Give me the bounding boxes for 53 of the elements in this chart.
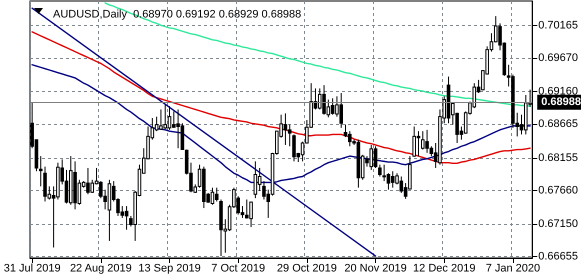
- candlestick: [284, 112, 288, 146]
- candlestick: [244, 199, 249, 220]
- y-tick-label: 0.69670: [538, 52, 578, 64]
- candlestick: [288, 124, 292, 147]
- candlestick: [369, 144, 374, 170]
- y-tick-label: 0.67150: [538, 218, 578, 230]
- candlestick: [262, 180, 266, 200]
- candlestick: [322, 84, 326, 116]
- y-tick-label: 0.68665: [538, 118, 578, 130]
- y-tick-label: 0.67660: [538, 184, 578, 196]
- y-tick-label: 0.70165: [538, 20, 578, 32]
- x-tick-label: 31 Jul 2019: [4, 262, 61, 274]
- candlestick: [390, 170, 395, 188]
- candlestick: [249, 200, 253, 228]
- candlestick: [330, 98, 334, 116]
- candlestick: [168, 106, 172, 130]
- candlestick: [176, 108, 180, 149]
- candlestick: [43, 166, 47, 202]
- y-tick-label: 0.66655: [538, 250, 578, 262]
- candlestick: [339, 92, 344, 128]
- candlestick: [382, 164, 386, 182]
- candlestick: [38, 156, 43, 187]
- candlestick: [425, 129, 429, 154]
- ref-line-label: 0.68988: [541, 96, 581, 108]
- candlestick: [254, 160, 258, 199]
- candlestick: [159, 108, 163, 130]
- y-tick-label: 0.68155: [538, 152, 578, 164]
- candlestick: [386, 172, 390, 190]
- x-tick-label: 12 Dec 2019: [413, 262, 476, 274]
- candlestick: [258, 167, 262, 192]
- x-tick-label: 20 Nov 2019: [344, 262, 407, 274]
- candlestick: [344, 124, 348, 138]
- text: AUDUSD,Daily 0.68970 0.69192 0.68929 0.68988: [53, 8, 302, 20]
- candlestick: [378, 164, 382, 177]
- candlestick: [64, 169, 68, 204]
- candlestick: [124, 206, 128, 230]
- candlestick: [90, 179, 94, 194]
- candlestick: [292, 134, 296, 162]
- candlestick: [86, 167, 90, 195]
- x-tick-label: 7 Oct 2019: [211, 262, 266, 274]
- candlestick: [210, 187, 214, 206]
- candlestick: [163, 104, 168, 130]
- candlestick: [374, 146, 378, 168]
- x-tick-label: 29 Oct 2019: [276, 262, 337, 274]
- line-series: [31, 31, 531, 164]
- candlestick: [416, 130, 420, 157]
- x-tick-label: 22 Aug 2019: [70, 262, 132, 274]
- candlestick: [318, 88, 322, 110]
- candlestick: [214, 187, 219, 202]
- x-tick-label: 7 Jan 2020: [486, 262, 540, 274]
- candlestick: [420, 130, 425, 150]
- y-tick-label: 0.69160: [538, 86, 578, 98]
- x-tick-label: 13 Sep 2019: [138, 262, 201, 274]
